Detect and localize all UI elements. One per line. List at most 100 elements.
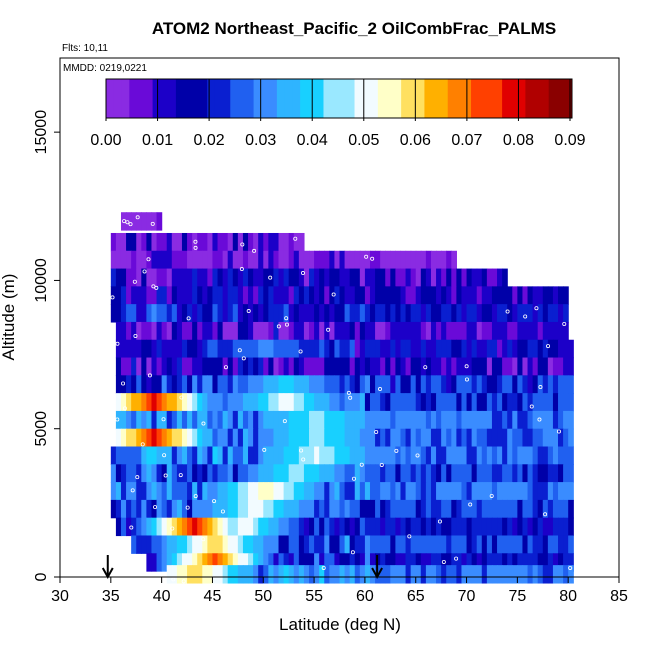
heatmap-cell — [151, 517, 158, 537]
heatmap-cell — [268, 304, 275, 323]
heatmap-cell — [126, 321, 132, 341]
heatmap-cell — [405, 517, 412, 537]
heatmap-cell — [298, 428, 305, 448]
sample-point — [301, 457, 306, 462]
heatmap-cell — [395, 339, 402, 359]
heatmap-cell — [385, 517, 391, 537]
heatmap-cell — [375, 321, 381, 341]
sample-point — [346, 390, 351, 395]
heatmap-cell — [532, 304, 539, 323]
heatmap-cell — [248, 565, 254, 584]
sample-point — [154, 285, 159, 290]
heatmap-cell — [390, 339, 396, 359]
heatmap-cell — [288, 357, 295, 376]
heatmap-cell — [202, 410, 208, 430]
heatmap-cell — [364, 482, 371, 501]
heatmap-cell — [517, 517, 524, 537]
heatmap-cell — [298, 375, 305, 394]
heatmap-cell — [486, 304, 493, 323]
heatmap-cell — [471, 499, 478, 519]
heatmap-cell — [324, 393, 330, 412]
heatmap-cell — [451, 410, 457, 430]
heatmap-cell — [156, 212, 163, 231]
heatmap-cell — [248, 339, 254, 359]
heatmap-cell — [517, 428, 524, 448]
heatmap-cell — [197, 446, 203, 465]
heatmap-cell — [380, 565, 386, 584]
heatmap-cell — [486, 553, 493, 572]
heatmap-cell — [222, 357, 229, 376]
heatmap-cell — [237, 268, 244, 287]
heatmap-cell — [319, 357, 325, 376]
heatmap-cell — [298, 410, 305, 430]
sample-point — [262, 447, 267, 452]
heatmap-cell — [512, 375, 518, 394]
heatmap-cell — [466, 464, 473, 483]
heatmap-cell — [400, 410, 407, 430]
heatmap-cell — [187, 232, 193, 252]
heatmap-cell — [314, 535, 320, 554]
heatmap-cell — [126, 304, 132, 323]
sample-point — [568, 565, 573, 570]
heatmap-cell — [446, 517, 452, 537]
heatmap-cell — [136, 357, 142, 376]
sample-point — [163, 473, 168, 478]
heatmap-cell — [141, 250, 147, 270]
heatmap-cell — [136, 339, 142, 359]
heatmap-cell — [451, 286, 457, 305]
heatmap-cell — [497, 321, 503, 341]
sample-point — [300, 271, 305, 276]
heatmap-cell — [187, 428, 193, 448]
heatmap-cell — [491, 393, 498, 412]
heatmap-cell — [181, 339, 188, 359]
heatmap-cell — [120, 517, 127, 537]
sample-point — [212, 499, 217, 504]
sample-point — [293, 236, 298, 241]
heatmap-cell — [369, 321, 376, 341]
heatmap-cell — [309, 250, 315, 270]
heatmap-cell — [293, 304, 300, 323]
x-tick-label: 60 — [356, 588, 374, 605]
heatmap-cell — [166, 499, 173, 519]
heatmap-cell — [329, 499, 336, 519]
heatmap-cell — [212, 535, 219, 554]
heatmap-cell — [456, 410, 463, 430]
sample-point — [423, 365, 428, 370]
heatmap-cell — [314, 517, 320, 537]
heatmap-cell — [552, 286, 559, 305]
heatmap-cell — [517, 482, 524, 501]
heatmap-cell — [334, 535, 341, 554]
heatmap-cell — [242, 375, 249, 394]
sample-points — [110, 215, 573, 584]
heatmap-cell — [507, 304, 513, 323]
heatmap-cell — [207, 410, 214, 430]
heatmap-cell — [324, 428, 330, 448]
heatmap-cell — [471, 304, 478, 323]
colorbar-swatch — [206, 79, 216, 118]
heatmap-cell — [430, 339, 437, 359]
heatmap-cell — [441, 553, 447, 572]
heatmap-cell — [507, 464, 513, 483]
heatmap-cell — [298, 339, 305, 359]
heatmap-cell — [491, 499, 498, 519]
heatmap-cell — [512, 339, 518, 359]
sample-point — [237, 348, 242, 353]
heatmap-cell — [176, 446, 183, 465]
x-tick-label: 50 — [254, 588, 272, 605]
colorbar-swatch — [160, 79, 169, 118]
colorbar-swatch — [269, 79, 278, 118]
heatmap-cell — [212, 517, 219, 537]
heatmap-cell — [146, 268, 153, 287]
colorbar-swatch — [191, 79, 200, 118]
heatmap-cell — [563, 286, 569, 305]
heatmap-cell — [151, 375, 158, 394]
heatmap-cell — [334, 393, 341, 412]
heatmap-cell — [166, 232, 173, 252]
heatmap-cell — [288, 499, 295, 519]
heatmap-cell — [192, 410, 198, 430]
heatmap-cell — [359, 268, 366, 287]
heatmap-cell — [441, 250, 447, 270]
heatmap-cell — [212, 232, 219, 252]
heatmap-cell — [227, 232, 234, 252]
heatmap-cell — [212, 446, 219, 465]
